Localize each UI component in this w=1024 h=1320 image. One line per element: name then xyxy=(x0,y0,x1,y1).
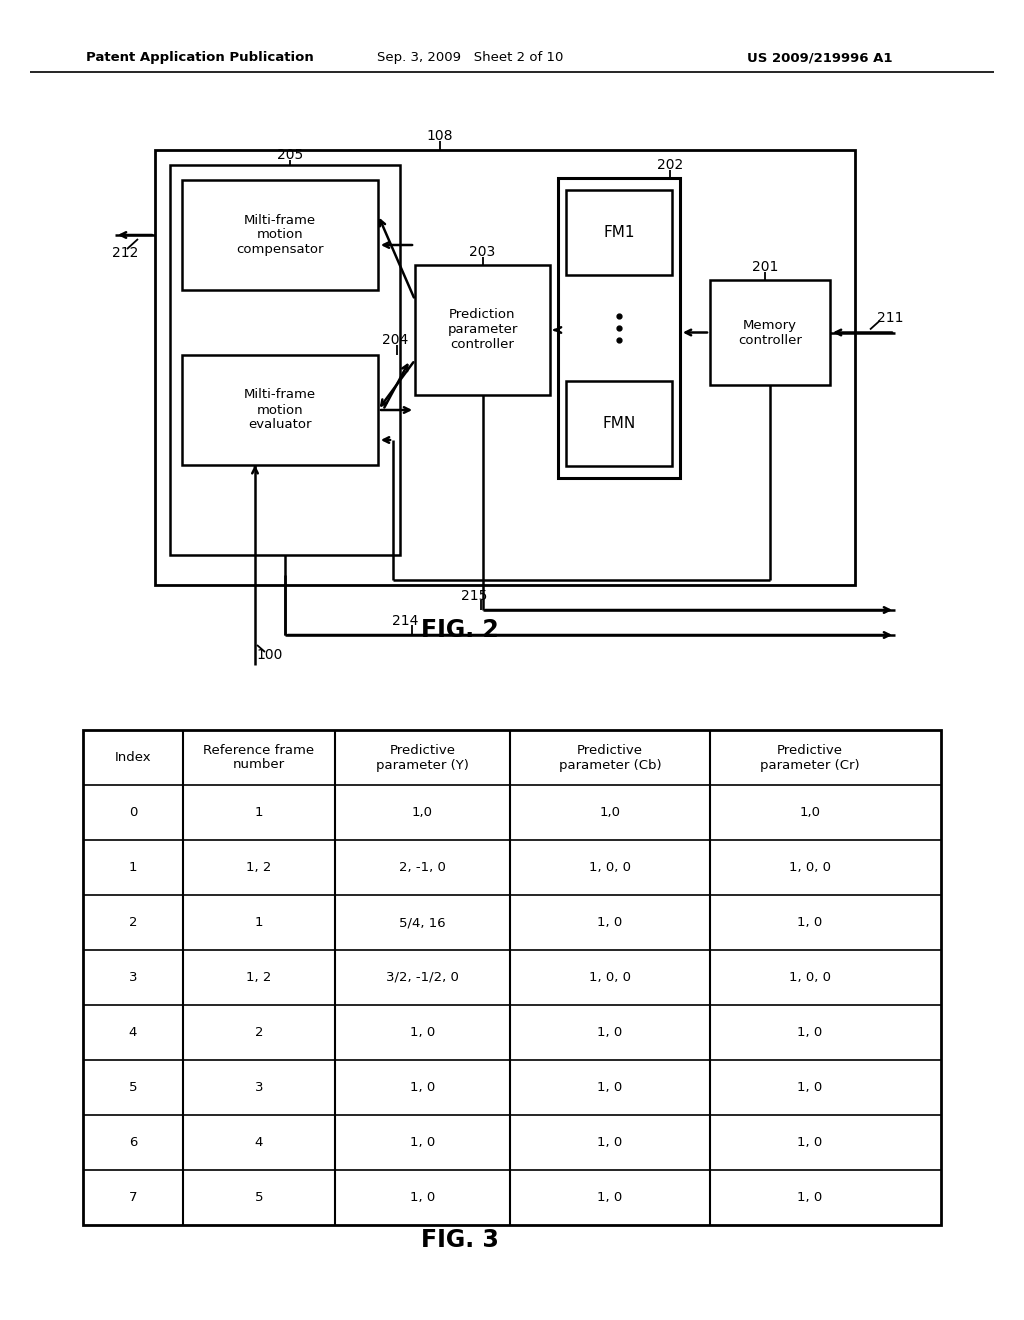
Text: 211: 211 xyxy=(877,310,903,325)
Text: 1, 0, 0: 1, 0, 0 xyxy=(790,972,831,983)
Bar xyxy=(566,381,672,466)
Text: 2, -1, 0: 2, -1, 0 xyxy=(399,861,445,874)
Bar xyxy=(558,178,680,478)
Text: Predictive
parameter (Cb): Predictive parameter (Cb) xyxy=(559,743,662,771)
Text: 205: 205 xyxy=(276,148,303,162)
Text: 1, 0: 1, 0 xyxy=(798,1026,822,1039)
Text: 1, 0: 1, 0 xyxy=(597,916,623,929)
Text: 1: 1 xyxy=(255,807,263,818)
Text: 3: 3 xyxy=(129,972,137,983)
Text: 100: 100 xyxy=(257,648,284,663)
Text: 5: 5 xyxy=(129,1081,137,1094)
Text: 1, 0: 1, 0 xyxy=(410,1081,435,1094)
Text: 3/2, -1/2, 0: 3/2, -1/2, 0 xyxy=(386,972,459,983)
Text: 1, 0: 1, 0 xyxy=(798,1137,822,1148)
Text: 1, 0: 1, 0 xyxy=(597,1026,623,1039)
Text: 1, 0: 1, 0 xyxy=(597,1137,623,1148)
Text: 108: 108 xyxy=(427,129,454,143)
Text: Index: Index xyxy=(115,751,152,764)
Text: 203: 203 xyxy=(469,246,496,259)
Text: 1, 0, 0: 1, 0, 0 xyxy=(589,861,631,874)
Text: 2: 2 xyxy=(129,916,137,929)
Bar xyxy=(566,190,672,275)
Text: 6: 6 xyxy=(129,1137,137,1148)
Text: 7: 7 xyxy=(129,1191,137,1204)
Bar xyxy=(415,265,550,395)
Text: 1, 0: 1, 0 xyxy=(410,1191,435,1204)
Text: 1, 2: 1, 2 xyxy=(247,861,271,874)
Text: 0: 0 xyxy=(129,807,137,818)
Text: FIG. 3: FIG. 3 xyxy=(421,1228,499,1251)
Text: 204: 204 xyxy=(382,333,409,347)
Text: 3: 3 xyxy=(255,1081,263,1094)
Text: 1, 0, 0: 1, 0, 0 xyxy=(790,861,831,874)
Text: 1: 1 xyxy=(129,861,137,874)
Text: Predictive
parameter (Cr): Predictive parameter (Cr) xyxy=(760,743,860,771)
Text: 212: 212 xyxy=(112,246,138,260)
Text: Milti-frame
motion
compensator: Milti-frame motion compensator xyxy=(237,214,324,256)
Text: 1, 0: 1, 0 xyxy=(597,1081,623,1094)
Text: US 2009/219996 A1: US 2009/219996 A1 xyxy=(748,51,893,65)
Text: 1, 0, 0: 1, 0, 0 xyxy=(589,972,631,983)
Text: Memory
controller: Memory controller xyxy=(738,318,802,346)
Bar xyxy=(182,180,378,290)
Text: 1,0: 1,0 xyxy=(599,807,621,818)
Text: 1, 0: 1, 0 xyxy=(798,1081,822,1094)
Text: 1, 0: 1, 0 xyxy=(410,1026,435,1039)
Text: Prediction
parameter
controller: Prediction parameter controller xyxy=(447,309,518,351)
Text: 1,0: 1,0 xyxy=(412,807,433,818)
Text: 1,0: 1,0 xyxy=(800,807,820,818)
Text: Patent Application Publication: Patent Application Publication xyxy=(86,51,314,65)
Text: 215: 215 xyxy=(462,589,487,603)
Bar xyxy=(83,730,941,1225)
Text: 1, 0: 1, 0 xyxy=(798,1191,822,1204)
Text: Reference frame
number: Reference frame number xyxy=(204,743,314,771)
Text: 2: 2 xyxy=(255,1026,263,1039)
Text: 201: 201 xyxy=(752,260,778,275)
Text: Predictive
parameter (Y): Predictive parameter (Y) xyxy=(376,743,469,771)
Text: 1, 0: 1, 0 xyxy=(410,1137,435,1148)
Bar xyxy=(170,165,400,554)
Bar xyxy=(155,150,855,585)
Text: FIG. 2: FIG. 2 xyxy=(421,618,499,642)
Bar xyxy=(710,280,830,385)
Text: FMN: FMN xyxy=(602,416,636,432)
Text: 4: 4 xyxy=(129,1026,137,1039)
Text: 1, 2: 1, 2 xyxy=(247,972,271,983)
Bar xyxy=(182,355,378,465)
Text: FM1: FM1 xyxy=(603,224,635,240)
Text: 1: 1 xyxy=(255,916,263,929)
Text: 5: 5 xyxy=(255,1191,263,1204)
Text: Milti-frame
motion
evaluator: Milti-frame motion evaluator xyxy=(244,388,316,432)
Text: 202: 202 xyxy=(656,158,683,172)
Text: 1, 0: 1, 0 xyxy=(597,1191,623,1204)
Text: 214: 214 xyxy=(392,614,418,628)
Text: 5/4, 16: 5/4, 16 xyxy=(399,916,445,929)
Text: 4: 4 xyxy=(255,1137,263,1148)
Text: Sep. 3, 2009   Sheet 2 of 10: Sep. 3, 2009 Sheet 2 of 10 xyxy=(377,51,563,65)
Text: 1, 0: 1, 0 xyxy=(798,916,822,929)
